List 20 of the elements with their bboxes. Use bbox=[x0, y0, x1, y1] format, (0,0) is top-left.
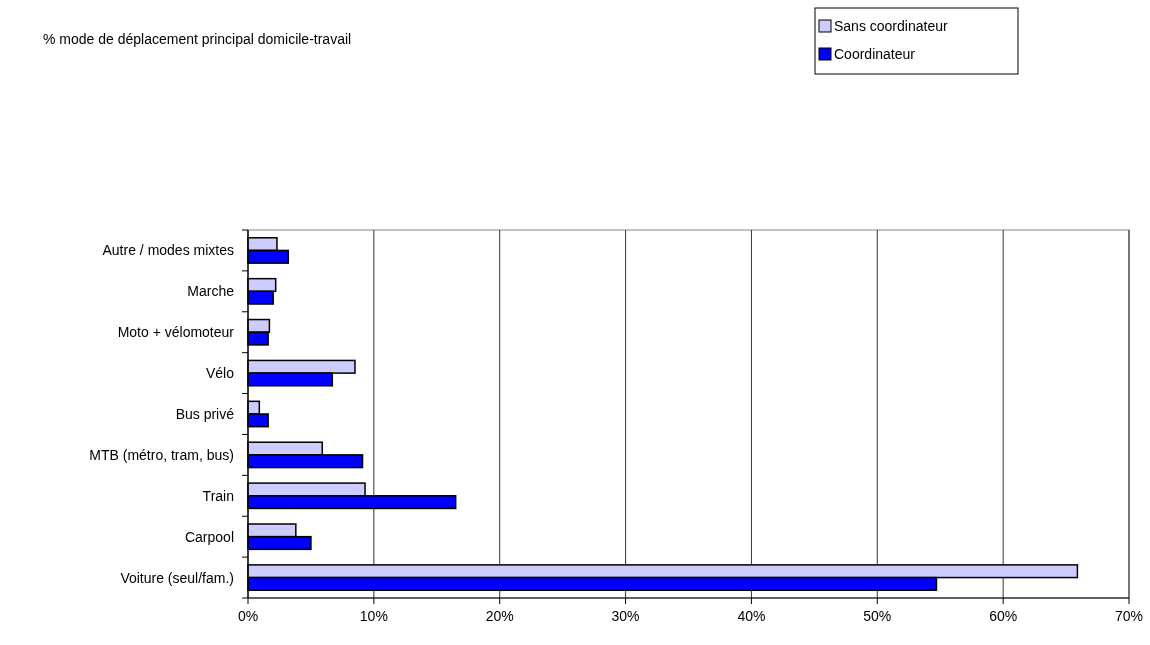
y-tick-label: Autre / modes mixtes bbox=[102, 242, 234, 259]
y-tick-label: Marche bbox=[187, 283, 235, 300]
x-tick-label: 10% bbox=[359, 608, 388, 624]
chart-title: % mode de déplacement principal domicile-travail bbox=[43, 31, 352, 47]
y-tick-label: Bus privé bbox=[175, 406, 235, 422]
x-tick-label: 70% bbox=[1114, 608, 1144, 624]
y-tick-label: Vélo bbox=[205, 365, 235, 382]
x-tick-label: 30% bbox=[611, 608, 640, 624]
x-tick-label: 50% bbox=[863, 608, 892, 624]
x-tick-label: 20% bbox=[485, 608, 514, 624]
legend-label: Coordinateur bbox=[834, 46, 916, 62]
y-tick-label: Carpool bbox=[184, 528, 234, 545]
y-tick-label: MTB (métro, tram, bus) bbox=[89, 446, 234, 463]
x-tick-label: 40% bbox=[737, 608, 766, 624]
y-tick-label: Moto + vélomoteur bbox=[117, 324, 235, 341]
x-tick-label: 0% bbox=[237, 608, 259, 624]
legend-label: Sans coordinateur bbox=[834, 18, 948, 34]
x-tick-label: 60% bbox=[989, 608, 1018, 624]
y-tick-label: Train bbox=[202, 487, 234, 504]
y-tick-label: Voiture (seul/fam.) bbox=[120, 569, 234, 586]
